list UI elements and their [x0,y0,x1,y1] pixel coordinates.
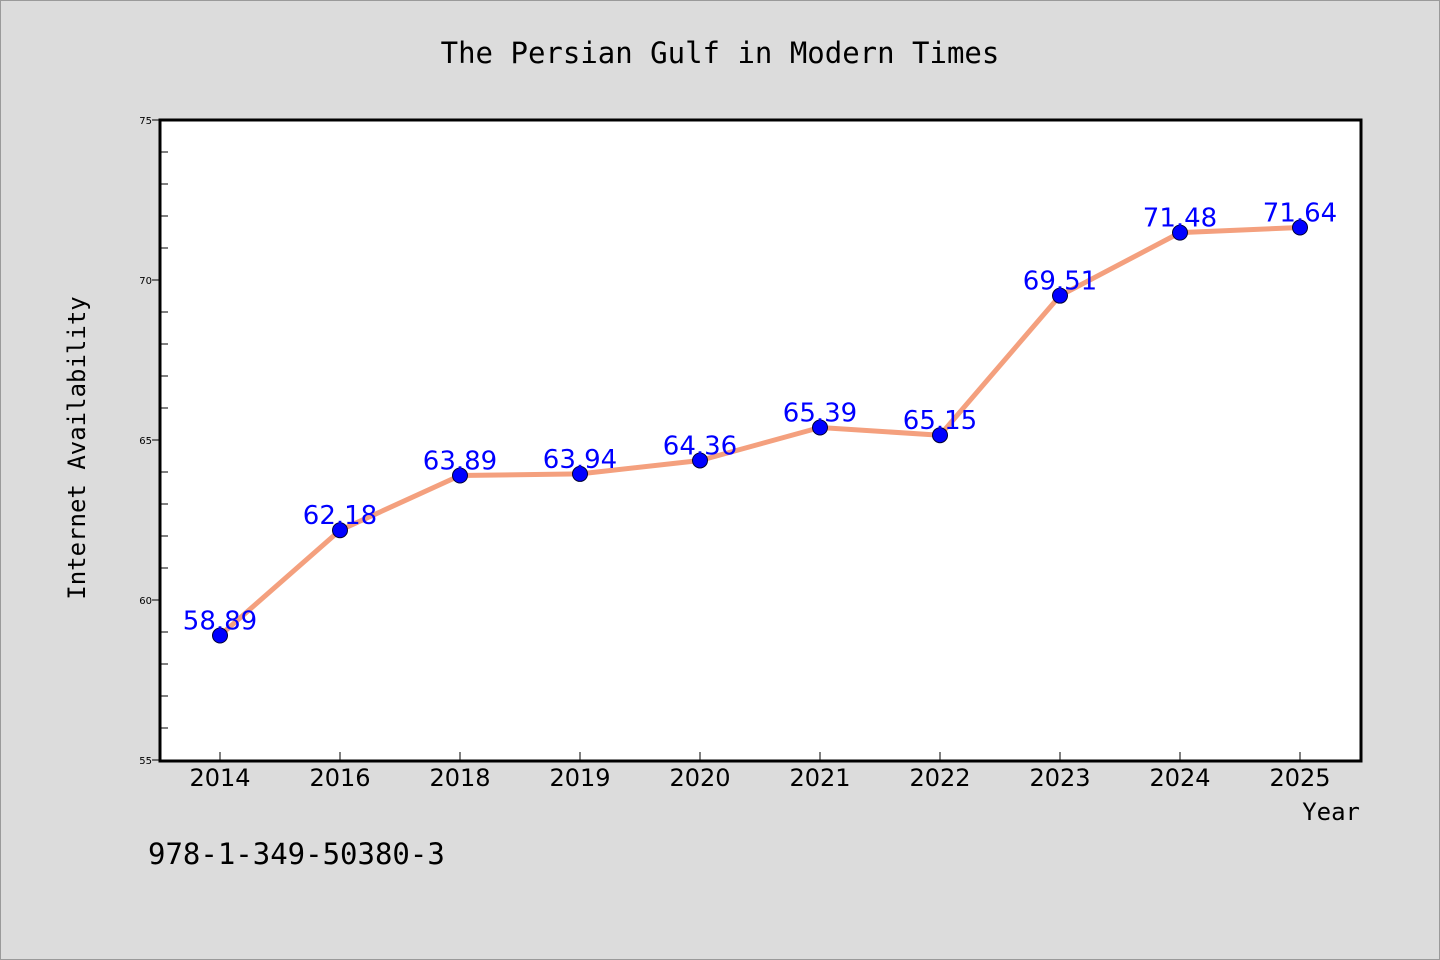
series-line [217,225,1303,639]
data-label: 63.89 [423,447,497,477]
x-tick-label: 2023 [1029,764,1090,792]
chart-title: The Persian Gulf in Modern Times [441,36,1000,70]
x-tick-label: 2019 [549,764,610,792]
x-axis: 2014 2016 2018 2019 2020 2021 2022 2023 2024 2025 [189,752,1331,792]
data-label: 64.36 [663,431,737,461]
data-point [932,427,948,444]
data-point [212,627,228,644]
data-markers [212,219,1308,644]
data-label: 69.51 [1023,267,1097,297]
y-tick-label: 60 [139,596,152,607]
data-label: 65.39 [783,399,857,429]
y-tick-label: 70 [139,276,152,287]
data-point [692,452,708,469]
x-tick-label: 2025 [1269,764,1330,792]
plot-area [158,118,1363,763]
x-tick-label: 2021 [789,764,850,792]
x-tick-label: 2014 [189,764,250,792]
data-point [1172,224,1188,241]
data-label: 71.48 [1143,204,1217,234]
x-tick-label: 2024 [1149,764,1210,792]
y-axis: 55 60 65 70 75 [139,116,168,767]
data-labels: 58.89 62.18 63.89 63.94 64.36 65.39 65.15 69.51… [183,199,1337,637]
x-tick-label: 2020 [669,764,730,792]
y-tick-label: 55 [139,756,152,767]
x-tick-label: 2018 [429,764,490,792]
x-tick-label: 2016 [309,764,370,792]
y-axis-label: Internet Availability [63,296,91,599]
x-axis-label: Year [1302,798,1360,826]
data-label: 71.64 [1263,199,1337,229]
data-point [332,522,348,539]
data-label: 65.15 [903,406,977,436]
data-point [572,465,588,482]
isbn-label: 978-1-349-50380-3 [148,837,445,871]
y-tick-label: 65 [139,436,152,447]
data-point [452,467,468,484]
data-point [1292,219,1308,236]
x-tick-label: 2022 [909,764,970,792]
data-point [1052,287,1068,304]
data-label: 58.89 [183,607,257,637]
data-label: 62.18 [303,501,377,531]
data-label: 63.94 [543,445,617,475]
data-point [812,419,828,436]
y-tick-label: 75 [139,116,152,127]
